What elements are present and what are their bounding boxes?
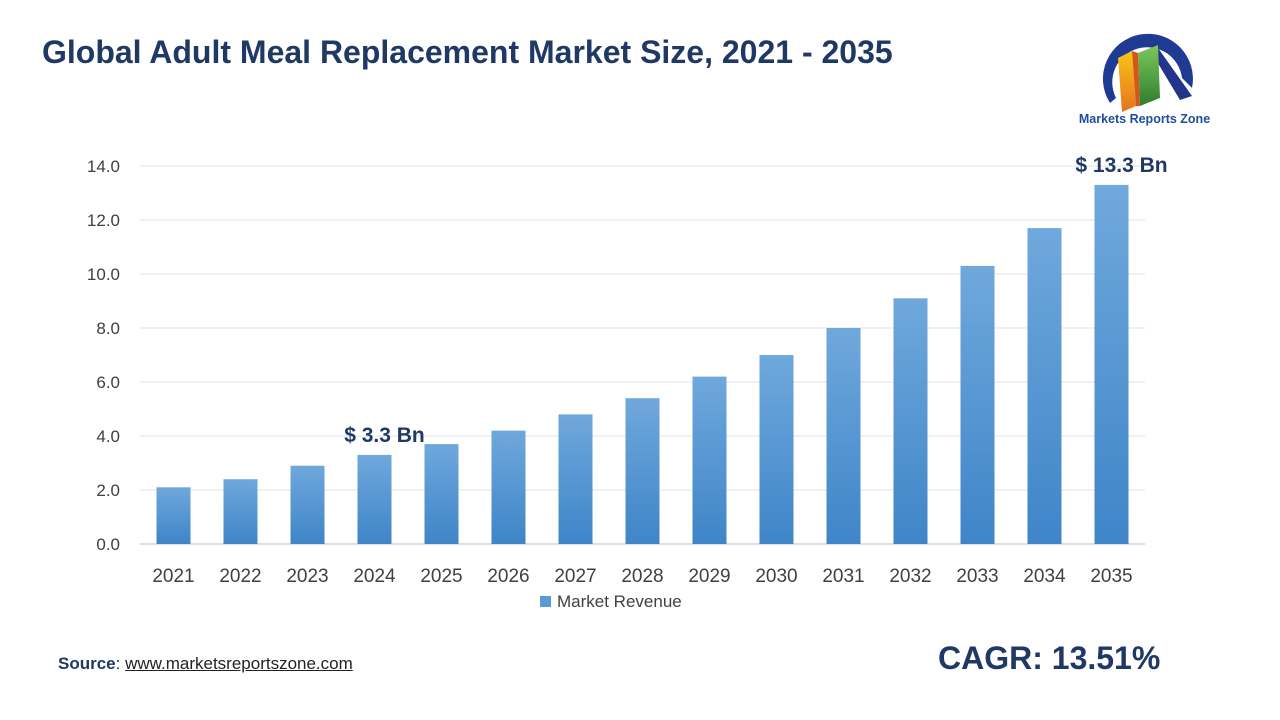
x-tick-label: 2034 — [1023, 566, 1066, 587]
logo-text: Markets Reports Zone — [1078, 112, 1211, 126]
bar-2023 — [290, 465, 325, 544]
x-tick-label: 2026 — [487, 566, 529, 587]
x-tick-label: 2033 — [956, 566, 998, 587]
legend-swatch — [540, 596, 551, 607]
data-label: $ 3.3 Bn — [344, 424, 425, 447]
x-tick-label: 2027 — [554, 566, 596, 587]
y-tick-label: 12.0 — [87, 211, 120, 230]
y-tick-label: 10.0 — [87, 265, 120, 284]
y-tick-label: 6.0 — [96, 373, 120, 392]
y-tick-label: 0.0 — [96, 535, 120, 554]
bar-2026 — [491, 430, 526, 544]
y-tick-label: 14.0 — [87, 157, 120, 176]
x-tick-label: 2032 — [889, 566, 931, 587]
y-tick-label: 8.0 — [96, 319, 120, 338]
bar-2021 — [156, 487, 191, 544]
bar-2035 — [1094, 184, 1129, 544]
x-tick-label: 2024 — [353, 566, 396, 587]
y-tick-label: 2.0 — [96, 481, 120, 500]
source-note: Source: www.marketsreportszone.com — [58, 654, 353, 673]
x-tick-label: 2031 — [822, 566, 864, 587]
logo — [1102, 33, 1193, 112]
x-tick-label: 2030 — [755, 566, 797, 587]
bar-2029 — [692, 376, 727, 544]
source-link[interactable]: www.marketsreportszone.com — [125, 654, 353, 673]
bar-2024 — [357, 454, 392, 544]
bar-2025 — [424, 444, 459, 544]
bar-2033 — [960, 265, 995, 544]
x-tick-label: 2028 — [621, 566, 663, 587]
x-tick-label: 2029 — [688, 566, 730, 587]
bar-2028 — [625, 398, 660, 544]
cagr-label: CAGR: 13.51% — [938, 640, 1161, 676]
x-tick-label: 2021 — [152, 566, 194, 587]
bar-2031 — [826, 328, 861, 544]
chart-title: Global Adult Meal Replacement Market Siz… — [42, 34, 893, 70]
source-label: Source — [58, 654, 116, 673]
bar-2034 — [1027, 228, 1062, 544]
x-tick-label: 2023 — [286, 566, 328, 587]
x-tick-label: 2025 — [420, 566, 462, 587]
bar-2030 — [759, 355, 794, 544]
bar-2022 — [223, 479, 258, 544]
bar-2027 — [558, 414, 593, 544]
legend-label: Market Revenue — [557, 592, 682, 611]
bar-2032 — [893, 298, 928, 544]
x-tick-label: 2022 — [219, 566, 261, 587]
x-tick-label: 2035 — [1090, 566, 1132, 587]
data-label: $ 13.3 Bn — [1075, 154, 1167, 177]
y-tick-label: 4.0 — [96, 427, 120, 446]
